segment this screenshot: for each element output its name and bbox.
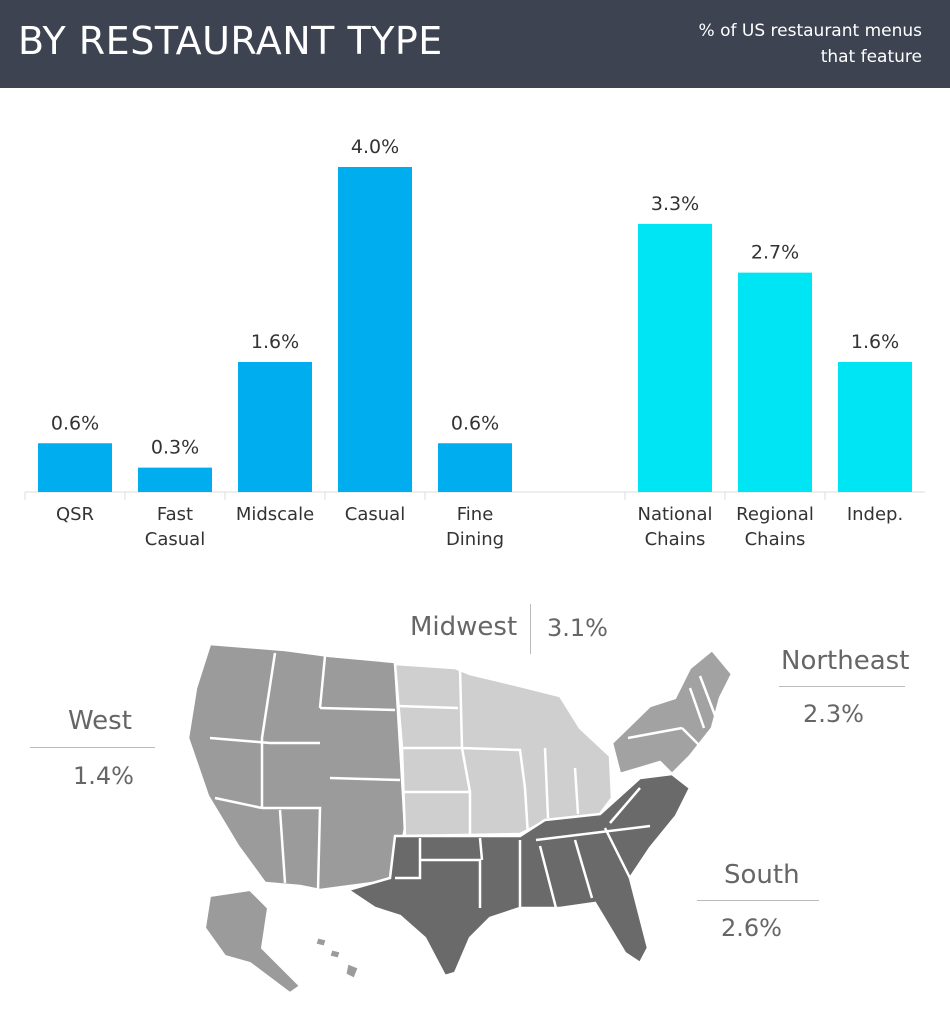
northeast-state-lines [627, 675, 718, 747]
bar-value-label: 0.6% [451, 412, 499, 434]
bar-value-label: 4.0% [351, 136, 399, 158]
south-region-shape [345, 772, 692, 978]
category-label: Casual [145, 529, 205, 550]
south-value: 2.6% [721, 914, 782, 942]
category-label: QSR [56, 504, 94, 525]
category-label: Chains [645, 529, 706, 550]
bar [838, 362, 912, 492]
subtitle-line-1: % of US restaurant menus [698, 21, 922, 41]
northeast-divider [779, 686, 905, 687]
chart-subtitle: % of US restaurant menus that feature [602, 18, 922, 70]
west-label: West [68, 706, 132, 736]
us-region-map [186, 642, 734, 995]
bar-value-label: 1.6% [851, 331, 899, 353]
midwest-state-lines [396, 667, 580, 837]
category-label: Chains [745, 529, 806, 550]
bar-value-label: 1.6% [251, 331, 299, 353]
bar-value-label: 2.7% [751, 242, 799, 264]
midwest-region-shape [393, 662, 614, 838]
bar-value-label: 3.3% [651, 193, 699, 215]
bar [238, 362, 312, 492]
alaska [203, 888, 302, 995]
south-state-lines [395, 787, 651, 909]
page-title: BY RESTAURANT TYPE [18, 19, 443, 63]
category-label: Casual [345, 504, 405, 525]
west-divider [30, 747, 155, 748]
subtitle-line-2: that feature [820, 47, 922, 67]
category-label: Dining [446, 529, 504, 550]
northeast-label: Northeast [781, 646, 910, 676]
west-region-shape [186, 642, 407, 995]
midwest-value: 3.1% [547, 614, 608, 642]
category-label: Fast [157, 504, 193, 525]
us-map-panel: Midwest 3.1% Northeast 2.3% West 1.4% So… [0, 578, 950, 1024]
bar [638, 223, 712, 492]
northeast-region-shape [610, 648, 734, 776]
midwest-label: Midwest [410, 612, 518, 642]
bar-value-label: 0.3% [151, 437, 199, 459]
midwest-divider [530, 604, 531, 654]
bar [438, 443, 512, 492]
bar [338, 167, 412, 492]
west-mainland [186, 642, 407, 892]
category-label: Midscale [236, 504, 314, 525]
header-bar: BY RESTAURANT TYPE % of US restaurant me… [0, 0, 950, 88]
northeast-value: 2.3% [803, 700, 864, 728]
bar-value-label: 0.6% [51, 412, 99, 434]
bar [738, 272, 812, 492]
category-label: Indep. [847, 504, 903, 525]
bar [38, 443, 112, 492]
category-label: National [637, 504, 712, 525]
west-state-lines [209, 652, 401, 891]
west-value: 1.4% [73, 762, 134, 790]
category-label: Regional [736, 504, 814, 525]
south-divider [697, 900, 819, 901]
south-label: South [724, 860, 800, 890]
bar-chart: 0.6% QSR 0.3% Fast Casual 1.6% Midscale 4.0% Cas… [24, 136, 925, 550]
hawaii [315, 937, 359, 979]
bar-chart-panel: 0.6% QSR 0.3% Fast Casual 1.6% Midscale 4.0% Cas… [0, 88, 950, 578]
category-label: Fine [457, 504, 494, 525]
bar [138, 467, 212, 492]
